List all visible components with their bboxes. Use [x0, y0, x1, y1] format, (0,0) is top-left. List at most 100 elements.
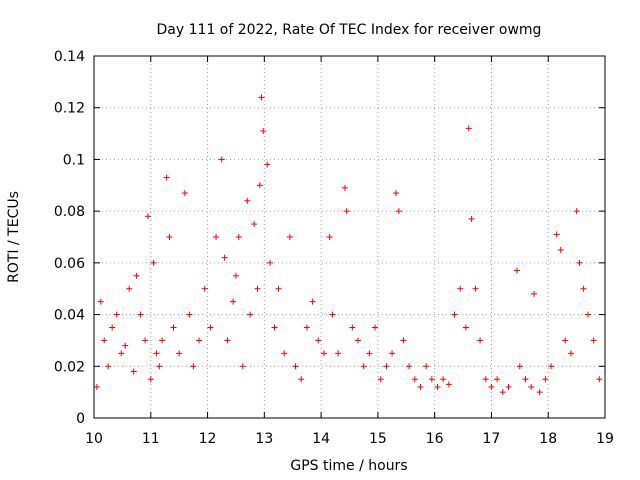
data-point	[343, 208, 350, 215]
data-point	[383, 363, 390, 370]
data-point	[553, 231, 560, 238]
data-point	[567, 350, 574, 357]
data-point	[309, 298, 316, 305]
data-point	[528, 383, 535, 390]
data-point	[482, 376, 489, 383]
data-point	[548, 363, 555, 370]
x-tick-labels: 10 11 12 13 14 15 16 17 18 19	[85, 431, 614, 447]
data-point	[445, 381, 452, 388]
data-point	[468, 215, 475, 222]
data-point	[144, 213, 151, 220]
chart-title: Day 111 of 2022, Rate Of TEC Index for r…	[157, 22, 542, 38]
data-point	[156, 363, 163, 370]
data-point	[557, 246, 564, 253]
data-point	[505, 383, 512, 390]
data-point	[196, 337, 203, 344]
data-point	[181, 190, 188, 197]
data-point	[326, 234, 333, 240]
data-point	[411, 376, 418, 383]
data-point	[153, 350, 160, 357]
y-tick-label: 0	[76, 411, 85, 427]
data-point	[150, 259, 157, 266]
data-point	[126, 285, 133, 292]
data-point	[417, 383, 424, 390]
data-point	[377, 376, 384, 383]
data-point	[264, 161, 271, 168]
data-point	[465, 125, 472, 132]
data-point	[576, 259, 583, 266]
y-tick-label: 0.1	[63, 152, 85, 168]
data-point	[488, 383, 495, 390]
data-point	[163, 174, 170, 181]
data-point	[275, 285, 282, 292]
data-point	[267, 259, 274, 266]
x-tick-label: 15	[369, 431, 387, 447]
data-point	[457, 285, 464, 292]
data-point	[584, 311, 591, 318]
data-point	[320, 350, 327, 357]
data-point	[329, 311, 336, 318]
data-point	[232, 272, 239, 279]
data-point	[218, 156, 225, 163]
data-point	[536, 389, 543, 396]
data-point	[221, 254, 228, 261]
data-point	[166, 234, 173, 240]
x-tick-label: 12	[199, 431, 217, 447]
data-point	[389, 350, 396, 357]
data-point	[573, 208, 580, 215]
data-point	[247, 311, 254, 318]
x-tick-label: 10	[85, 431, 103, 447]
y-tick-label: 0.08	[54, 204, 85, 220]
y-tick-label: 0.04	[54, 308, 85, 324]
data-point	[224, 337, 231, 344]
data-point	[159, 337, 166, 344]
x-tick-label: 18	[539, 431, 557, 447]
data-point	[580, 285, 587, 292]
data-point	[239, 363, 246, 370]
data-point	[562, 337, 569, 344]
data-point	[423, 363, 430, 370]
data-point	[235, 234, 242, 240]
data-point	[186, 311, 193, 318]
data-point	[372, 324, 379, 331]
x-tick-label: 14	[312, 431, 330, 447]
data-point	[137, 311, 144, 318]
data-point	[522, 376, 529, 383]
data-point	[176, 350, 183, 357]
data-point	[516, 363, 523, 370]
data-point	[590, 337, 597, 344]
data-point	[170, 324, 177, 331]
data-point	[97, 298, 104, 305]
y-tick-label: 0.02	[54, 359, 85, 375]
data-point	[271, 324, 278, 331]
data-point	[395, 208, 402, 215]
data-point	[133, 272, 140, 279]
data-point	[406, 363, 413, 370]
x-tick-label: 19	[596, 431, 614, 447]
data-point	[93, 383, 100, 390]
data-point	[207, 324, 214, 331]
data-point	[254, 285, 261, 292]
data-point	[118, 350, 125, 357]
data-point	[251, 221, 258, 228]
x-tick-label: 13	[255, 431, 273, 447]
data-point	[472, 285, 479, 292]
data-point	[400, 337, 407, 344]
data-point	[341, 184, 348, 191]
data-point	[462, 324, 469, 331]
data-point	[531, 290, 538, 297]
plot-frame	[93, 55, 606, 419]
data-point	[335, 350, 342, 357]
data-point	[286, 234, 293, 240]
x-tick-label: 11	[142, 431, 160, 447]
y-tick-label: 0.12	[54, 101, 85, 117]
data-point	[298, 376, 305, 383]
data-point	[230, 298, 237, 305]
data-point	[292, 363, 299, 370]
x-tick-label: 16	[426, 431, 444, 447]
x-tick-label: 17	[483, 431, 501, 447]
data-point	[440, 376, 447, 383]
data-point	[142, 337, 149, 344]
y-tick-label: 0.14	[54, 49, 85, 65]
data-point	[256, 182, 263, 189]
